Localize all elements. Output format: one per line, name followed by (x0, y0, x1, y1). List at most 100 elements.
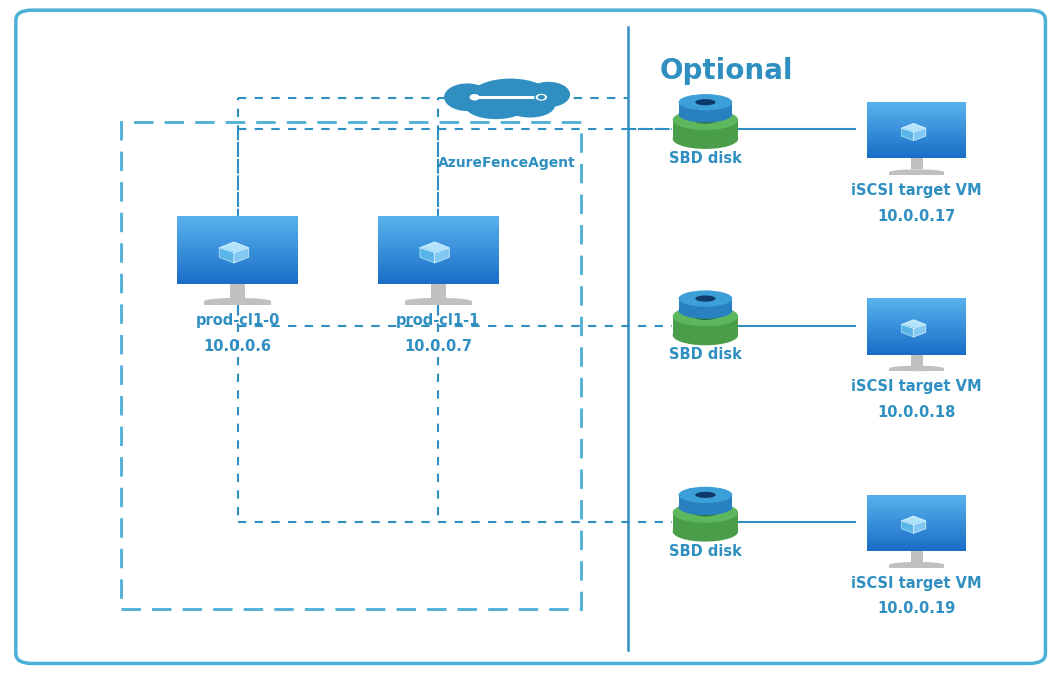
FancyBboxPatch shape (867, 502, 966, 504)
Ellipse shape (695, 492, 716, 498)
FancyBboxPatch shape (867, 128, 966, 131)
FancyBboxPatch shape (867, 498, 966, 501)
Text: AzureFenceAgent: AzureFenceAgent (438, 156, 576, 170)
Bar (404, 301, 472, 305)
Bar (910, 355, 923, 366)
FancyBboxPatch shape (867, 533, 966, 536)
FancyBboxPatch shape (378, 250, 498, 253)
FancyBboxPatch shape (177, 250, 299, 253)
FancyBboxPatch shape (867, 108, 966, 110)
FancyBboxPatch shape (378, 241, 498, 244)
FancyBboxPatch shape (867, 133, 966, 136)
FancyBboxPatch shape (378, 279, 498, 282)
Ellipse shape (693, 312, 718, 320)
FancyBboxPatch shape (177, 241, 299, 244)
FancyBboxPatch shape (867, 124, 966, 127)
Ellipse shape (693, 116, 718, 124)
FancyBboxPatch shape (867, 320, 966, 323)
FancyBboxPatch shape (867, 510, 966, 512)
FancyBboxPatch shape (177, 261, 299, 264)
FancyBboxPatch shape (177, 238, 299, 242)
Bar (679, 299, 732, 311)
FancyBboxPatch shape (867, 306, 966, 308)
FancyBboxPatch shape (867, 135, 966, 138)
FancyBboxPatch shape (867, 526, 966, 529)
FancyBboxPatch shape (378, 243, 498, 246)
Text: iSCSI target VM: iSCSI target VM (851, 379, 982, 394)
Ellipse shape (527, 82, 570, 107)
FancyBboxPatch shape (867, 519, 966, 521)
Ellipse shape (471, 79, 550, 113)
FancyBboxPatch shape (867, 500, 966, 503)
Bar (889, 368, 944, 371)
FancyBboxPatch shape (867, 139, 966, 141)
Text: iSCSI target VM: iSCSI target VM (851, 575, 982, 590)
FancyBboxPatch shape (16, 10, 1045, 663)
FancyBboxPatch shape (867, 543, 966, 546)
Bar (889, 565, 944, 567)
Bar (431, 284, 446, 298)
FancyBboxPatch shape (867, 496, 966, 499)
Ellipse shape (538, 95, 545, 100)
Text: 10.0.0.19: 10.0.0.19 (878, 601, 956, 616)
Text: SBD disk: SBD disk (668, 347, 742, 362)
FancyBboxPatch shape (867, 337, 966, 340)
FancyBboxPatch shape (867, 506, 966, 508)
FancyBboxPatch shape (177, 243, 299, 246)
FancyBboxPatch shape (867, 511, 966, 514)
Bar (230, 284, 245, 298)
Ellipse shape (693, 508, 718, 517)
FancyBboxPatch shape (867, 330, 966, 332)
FancyBboxPatch shape (177, 275, 299, 278)
FancyBboxPatch shape (177, 282, 299, 284)
FancyBboxPatch shape (378, 255, 498, 257)
FancyBboxPatch shape (867, 495, 966, 497)
FancyBboxPatch shape (177, 272, 299, 276)
FancyBboxPatch shape (378, 261, 498, 264)
Polygon shape (220, 242, 248, 253)
Text: 10.0.0.17: 10.0.0.17 (878, 209, 956, 223)
FancyBboxPatch shape (867, 106, 966, 108)
FancyBboxPatch shape (867, 544, 966, 547)
Ellipse shape (466, 94, 527, 119)
FancyBboxPatch shape (867, 548, 966, 551)
FancyBboxPatch shape (378, 232, 498, 235)
FancyBboxPatch shape (867, 523, 966, 525)
FancyBboxPatch shape (177, 279, 299, 282)
Ellipse shape (679, 290, 732, 307)
FancyBboxPatch shape (867, 541, 966, 544)
Bar (673, 512, 738, 531)
FancyBboxPatch shape (177, 236, 299, 239)
FancyBboxPatch shape (378, 216, 498, 219)
FancyBboxPatch shape (867, 546, 966, 549)
Polygon shape (220, 248, 234, 263)
FancyBboxPatch shape (867, 317, 966, 320)
Bar (910, 551, 923, 562)
Text: SBD disk: SBD disk (668, 544, 742, 559)
FancyBboxPatch shape (867, 345, 966, 347)
FancyBboxPatch shape (378, 227, 498, 230)
Text: 10.0.0.18: 10.0.0.18 (878, 405, 956, 420)
FancyBboxPatch shape (177, 270, 299, 273)
FancyBboxPatch shape (867, 113, 966, 116)
Ellipse shape (679, 106, 732, 123)
FancyBboxPatch shape (867, 348, 966, 351)
FancyBboxPatch shape (867, 319, 966, 322)
Ellipse shape (445, 83, 491, 111)
Polygon shape (435, 248, 449, 263)
FancyBboxPatch shape (177, 221, 299, 223)
FancyBboxPatch shape (177, 223, 299, 225)
FancyBboxPatch shape (378, 248, 498, 250)
FancyBboxPatch shape (867, 332, 966, 334)
FancyBboxPatch shape (867, 148, 966, 151)
FancyBboxPatch shape (867, 117, 966, 119)
Ellipse shape (679, 499, 732, 515)
Polygon shape (234, 248, 248, 263)
FancyBboxPatch shape (867, 304, 966, 307)
Bar (673, 316, 738, 335)
Bar (679, 102, 732, 114)
FancyBboxPatch shape (177, 265, 299, 269)
FancyBboxPatch shape (867, 302, 966, 305)
Polygon shape (420, 242, 449, 253)
FancyBboxPatch shape (867, 299, 966, 301)
